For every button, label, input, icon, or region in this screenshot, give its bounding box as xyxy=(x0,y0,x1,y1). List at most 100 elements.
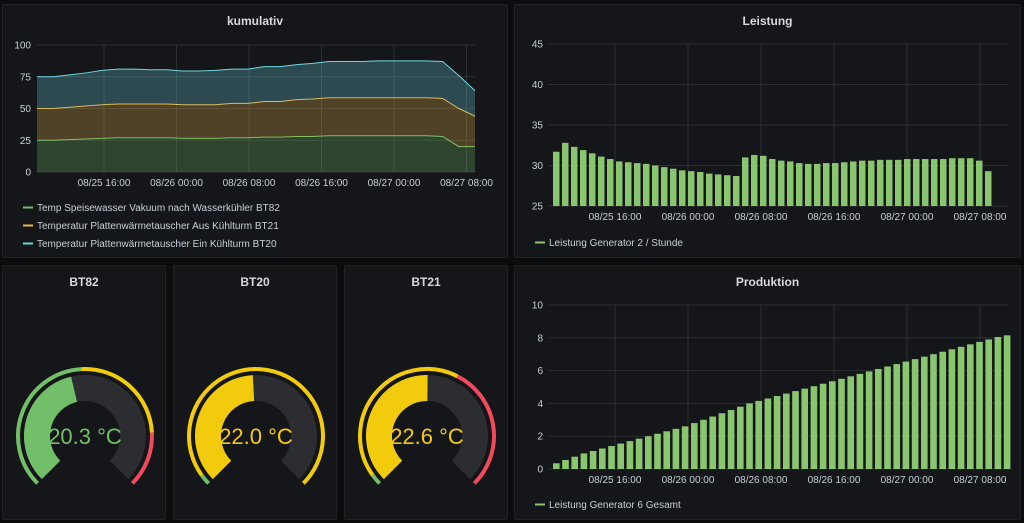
leistung-y-tick-label: 30 xyxy=(532,161,544,172)
produktion-bar xyxy=(810,386,818,469)
leistung-bar xyxy=(652,165,659,206)
produktion-bar xyxy=(1003,335,1011,469)
produktion-bar xyxy=(930,354,937,469)
leistung-bar xyxy=(796,163,803,206)
leistung-bar xyxy=(922,159,929,206)
leistung-bar xyxy=(724,175,731,206)
produktion-bar xyxy=(645,436,652,469)
kumulativ-y-tick-label: 100 xyxy=(14,41,31,52)
produktion-y-tick-label: 4 xyxy=(537,399,543,410)
bt21-threshold-2 xyxy=(456,374,496,485)
leistung-bar xyxy=(832,163,839,206)
panel-title-produktion[interactable]: Produktion xyxy=(735,275,800,289)
panel-bt82: BT82 20.3 °C xyxy=(2,265,166,520)
produktion-bar xyxy=(663,431,671,469)
produktion-bar xyxy=(681,426,689,469)
leistung-bar xyxy=(787,161,794,206)
produktion-bar xyxy=(755,400,763,469)
kumulativ-x-tick-label: 08/26 16:00 xyxy=(295,178,348,189)
kumulativ-x-tick-label: 08/27 00:00 xyxy=(368,178,421,189)
produktion-bar xyxy=(691,423,698,469)
leistung-bar xyxy=(751,154,758,206)
leistung-bar xyxy=(598,156,605,206)
leistung-bar xyxy=(976,160,983,206)
panel-leistung: Leistung 25 30 35 40 45 08/25 16:00 08/26 00:0… xyxy=(514,4,1021,258)
leistung-x-tick-label: 08/25 16:00 xyxy=(589,212,642,223)
panel-title-bt21[interactable]: BT21 xyxy=(411,275,441,289)
produktion-legend-item: Leistung Generator 6 Gesamt xyxy=(549,500,681,511)
bt20-gauge: 22.0 °C xyxy=(187,367,325,485)
panel-title-bt82[interactable]: BT82 xyxy=(69,275,99,289)
bt20-threshold-1 xyxy=(187,367,325,485)
produktion-bar xyxy=(948,349,956,469)
produktion-bar xyxy=(792,391,799,469)
leistung-bar xyxy=(670,168,677,206)
produktion-bar xyxy=(801,388,809,469)
leistung-bar xyxy=(949,158,956,206)
kumulativ-legend-item-0: Temp Speisewasser Vakuum nach Wasserkühl… xyxy=(37,203,280,214)
leistung-x-tick-label: 08/27 08:00 xyxy=(954,212,1007,223)
produktion-bar xyxy=(746,403,753,469)
leistung-bar xyxy=(859,160,866,206)
leistung-bar xyxy=(769,159,776,206)
produktion-bar xyxy=(976,341,983,469)
bt20-value: 22.0 °C xyxy=(219,424,293,449)
leistung-bar xyxy=(985,171,992,206)
bt21-gauge: 22.6 °C xyxy=(358,367,496,485)
kumulativ-x-tick-label: 08/26 08:00 xyxy=(223,178,276,189)
leistung-bar xyxy=(742,157,749,206)
leistung-bar xyxy=(877,159,884,206)
produktion-bar xyxy=(580,453,588,469)
produktion-y-tick-label: 0 xyxy=(537,465,543,476)
panel-bt21: BT21 22.6 °C xyxy=(344,265,508,520)
produktion-x-tick-label: 08/26 08:00 xyxy=(735,475,788,486)
leistung-bar xyxy=(850,161,857,206)
leistung-bar xyxy=(616,161,623,206)
kumulativ-legend-item-1: Temperatur Plattenwärmetauscher Aus Kühl… xyxy=(37,221,279,232)
produktion-bar xyxy=(838,378,845,469)
produktion-bar xyxy=(654,433,661,469)
produktion-bar xyxy=(921,356,928,469)
leistung-bar xyxy=(562,142,569,206)
kumulativ-y-tick-label: 50 xyxy=(20,104,32,115)
leistung-x-tick-label: 08/27 00:00 xyxy=(881,212,934,223)
produktion-bar xyxy=(737,406,744,469)
panel-title-bt20[interactable]: BT20 xyxy=(240,275,270,289)
leistung-bar xyxy=(697,171,704,206)
kumulativ-x-tick-label: 08/27 08:00 xyxy=(440,178,493,189)
leistung-bar xyxy=(679,170,686,206)
bt21-threshold-1 xyxy=(358,367,459,477)
produktion-bar xyxy=(626,441,634,469)
produktion-bar xyxy=(718,413,726,469)
kumulativ-chart: 0 25 50 75 100 08/25 16:00 08/26 00:00 08/26 08… xyxy=(14,41,493,251)
leistung-x-tick-label: 08/26 00:00 xyxy=(662,212,715,223)
leistung-bar xyxy=(868,160,875,206)
leistung-bar xyxy=(607,159,614,206)
produktion-x-tick-label: 08/27 08:00 xyxy=(954,475,1007,486)
produktion-bar xyxy=(571,456,579,469)
kumulativ-line-2 xyxy=(37,60,476,92)
produktion-bar xyxy=(856,373,864,469)
produktion-y-tick-label: 10 xyxy=(532,301,544,312)
leistung-x-tick-label: 08/26 16:00 xyxy=(808,212,861,223)
produktion-bar xyxy=(902,361,910,469)
produktion-bar xyxy=(829,381,836,469)
produktion-bar xyxy=(783,393,790,469)
produktion-y-tick-label: 2 xyxy=(537,432,543,443)
leistung-bar xyxy=(571,146,578,206)
bt82-gauge: 20.3 °C xyxy=(16,367,154,485)
bt82-value: 20.3 °C xyxy=(48,424,122,449)
kumulativ-y-tick-label: 0 xyxy=(25,168,31,179)
bt21-threshold-0 xyxy=(371,474,382,485)
kumulativ-line-1 xyxy=(37,97,476,117)
produktion-bar xyxy=(994,336,1002,469)
leistung-legend-item: Leistung Generator 2 / Stunde xyxy=(549,238,683,249)
leistung-y-tick-label: 35 xyxy=(532,121,544,132)
panel-title-leistung[interactable]: Leistung xyxy=(742,14,793,28)
bt20-value-arc xyxy=(195,375,255,480)
bt82-threshold-1 xyxy=(81,367,154,433)
panel-title-kumulativ[interactable]: kumulativ xyxy=(226,14,283,28)
produktion-y-tick-label: 8 xyxy=(537,333,543,344)
leistung-bar xyxy=(688,171,695,206)
produktion-bar xyxy=(884,366,891,469)
